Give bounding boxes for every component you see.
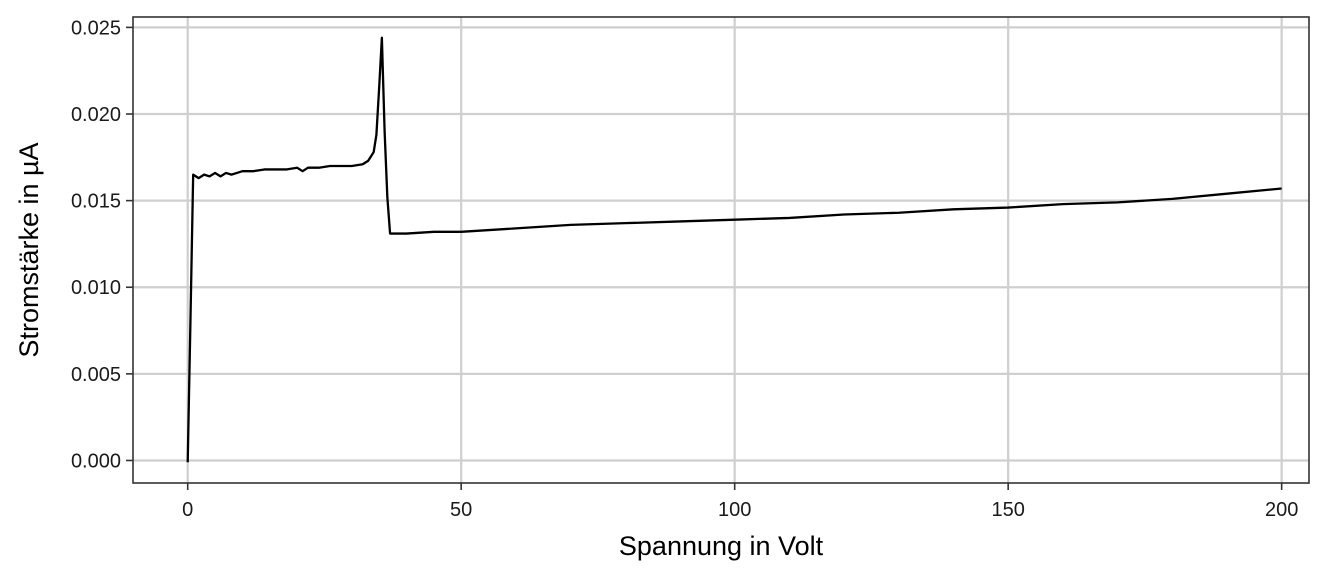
- x-tick-label: 150: [991, 499, 1024, 521]
- series-group: [186, 36, 1282, 463]
- y-tick-label: 0.015: [71, 191, 121, 213]
- plot-panel-border: [132, 16, 1310, 484]
- y-tick-label: 0.000: [71, 450, 121, 472]
- x-tick-label: 200: [1265, 499, 1298, 521]
- y-tick-label: 0.005: [71, 364, 121, 386]
- y-axis-title: Stromstärke in µA: [14, 142, 44, 357]
- x-axis-title: Spannung in Volt: [619, 531, 824, 561]
- gridlines: [133, 17, 1309, 483]
- y-tick-label: 0.025: [71, 17, 121, 39]
- series-line: [186, 36, 1282, 463]
- x-tick-label: 0: [182, 499, 193, 521]
- y-tick-label: 0.020: [71, 104, 121, 126]
- y-tick-label: 0.010: [71, 277, 121, 299]
- axis-ticks: 0 50 100 150 200 0.000 0.005 0.010 0.015 0.020 0.0…: [71, 17, 1298, 521]
- x-tick-label: 50: [450, 499, 472, 521]
- x-tick-label: 100: [718, 499, 751, 521]
